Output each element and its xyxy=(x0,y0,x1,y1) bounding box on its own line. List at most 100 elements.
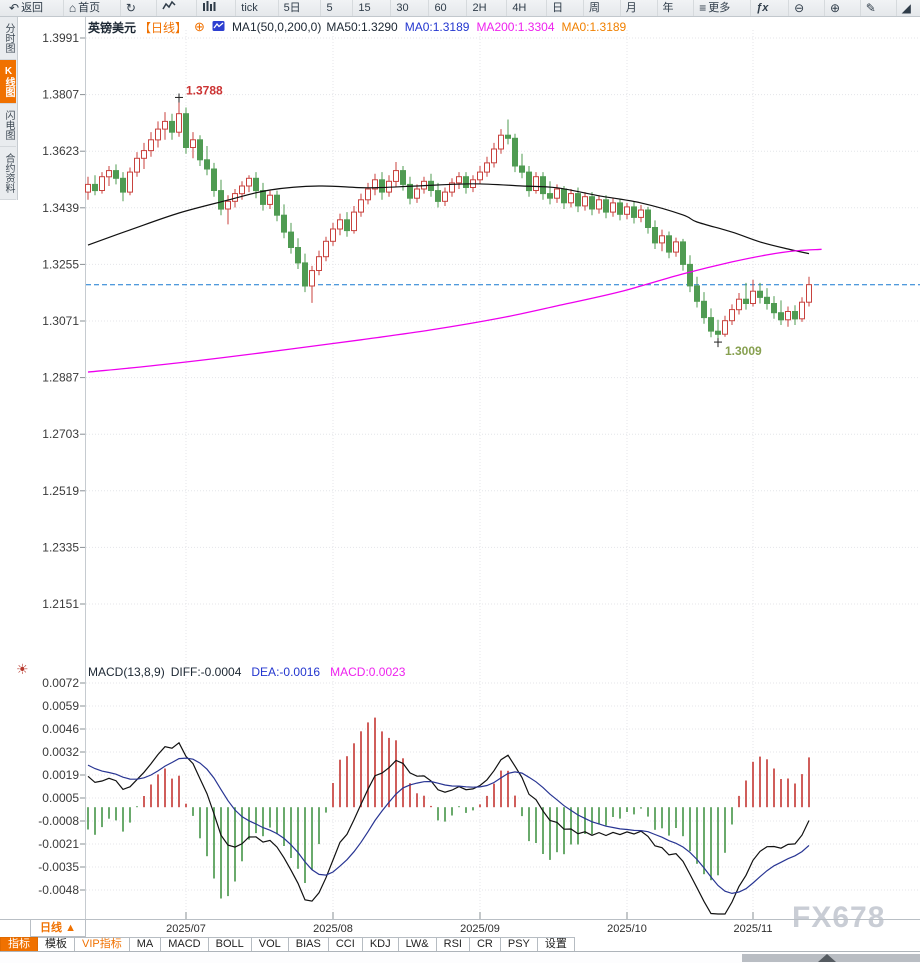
scroll-up-arrow-icon[interactable] xyxy=(818,954,836,962)
home-button-icon: ⌂ xyxy=(68,1,77,15)
price-axis-label: 1.2703 xyxy=(42,427,79,441)
timeframe-4h-button[interactable]: 4H xyxy=(506,0,531,16)
candle-body xyxy=(722,320,728,335)
candle-body xyxy=(442,191,448,202)
candle-body xyxy=(463,176,469,188)
candle-body xyxy=(344,219,350,232)
zoom-in-button[interactable]: ⊕ xyxy=(823,0,845,16)
tab-bias[interactable]: BIAS xyxy=(288,937,329,952)
candle-body xyxy=(624,206,630,215)
period-label: 【日线】 xyxy=(139,20,188,35)
candle-body xyxy=(162,120,168,130)
candle-body xyxy=(435,190,441,202)
candle-body xyxy=(211,168,217,191)
candle-body xyxy=(85,183,91,193)
timeframe-30m-button[interactable]: 30 xyxy=(390,0,413,16)
line-chart-mode-button[interactable] xyxy=(155,0,181,16)
tab-vol[interactable]: VOL xyxy=(251,937,289,952)
timeframe-month-button-label: 月 xyxy=(625,2,637,14)
candle-body xyxy=(120,177,126,193)
macd-axis-label: -0.0008 xyxy=(38,814,79,828)
timeframe-60m-button[interactable]: 60 xyxy=(428,0,451,16)
sidebar-item-lightning[interactable]: 闪电图 xyxy=(0,104,16,147)
candle-body xyxy=(750,290,756,305)
sidebar-item-contract[interactable]: 合约资料 xyxy=(0,147,16,200)
candle-body xyxy=(400,170,406,185)
tab-kdj[interactable]: KDJ xyxy=(362,937,399,952)
candle-body xyxy=(239,185,245,195)
candle-body xyxy=(127,171,133,193)
x-axis-month-label: 2025/09 xyxy=(460,923,500,935)
timeframe-30m-button-label: 30 xyxy=(396,2,409,14)
tick-button[interactable]: tick xyxy=(235,0,263,16)
sidebar-item-kline[interactable]: K线图 xyxy=(0,60,16,104)
candle-body xyxy=(253,177,259,192)
indicator-settings-icon[interactable]: ☀ xyxy=(16,661,29,677)
tab-ma[interactable]: MA xyxy=(129,937,162,952)
timeframe-5m-button[interactable]: 5 xyxy=(320,0,337,16)
price-axis-label: 1.2887 xyxy=(42,371,79,385)
timeframe-15m-button[interactable]: 15 xyxy=(352,0,375,16)
candle-body xyxy=(183,113,189,148)
refresh-button-icon: ↻ xyxy=(125,1,136,15)
timeframe-2h-button[interactable]: 2H xyxy=(466,0,491,16)
more-button[interactable]: ≡ 更多 xyxy=(693,0,735,16)
tab-cci[interactable]: CCI xyxy=(328,937,363,952)
timeframe-month-button[interactable]: 月 xyxy=(619,0,642,16)
timeframe-day-button[interactable]: 日 xyxy=(546,0,568,16)
back-button[interactable]: ↶ 返回 xyxy=(4,0,48,16)
zoom-out-button[interactable]: ⊖ xyxy=(788,0,809,16)
candle-body xyxy=(449,182,455,193)
timeframe-year-button[interactable]: 年 xyxy=(656,0,679,16)
tab-boll[interactable]: BOLL xyxy=(208,937,252,952)
candle-body xyxy=(771,303,777,314)
back-button-icon: ↶ xyxy=(9,1,20,15)
tab-macd[interactable]: MACD xyxy=(161,937,209,952)
refresh-button[interactable]: ↻ xyxy=(119,0,141,16)
indicator-icon[interactable] xyxy=(212,20,225,35)
macd-title: MACD(13,8,9) xyxy=(88,665,165,679)
candle-body xyxy=(533,176,539,191)
tab-psy[interactable]: PSY xyxy=(500,937,538,952)
tab-lw[interactable]: LW& xyxy=(398,937,437,952)
sidebar-item-timeshare[interactable]: 分时图 xyxy=(0,17,16,60)
tab-settings[interactable]: 设置 xyxy=(537,937,575,952)
tab-rsi[interactable]: RSI xyxy=(436,937,470,952)
timeframe-week-button[interactable]: 周 xyxy=(582,0,605,16)
fx-button[interactable]: ƒx xyxy=(750,0,773,16)
tab-indicator[interactable]: 指标 xyxy=(0,937,38,952)
timeframe-5d-button[interactable]: 5日 xyxy=(277,0,306,16)
expand-icon[interactable]: ⊕ xyxy=(194,19,205,34)
shape-button[interactable]: ◢ xyxy=(895,0,916,16)
draw-button[interactable]: ✎ xyxy=(859,0,881,16)
horizontal-scrollbar[interactable] xyxy=(0,951,920,963)
candle-body xyxy=(92,183,98,192)
candle-body xyxy=(568,193,574,204)
zoom-in-button-icon: ⊕ xyxy=(829,1,841,15)
tab-vip-indicator[interactable]: VIP指标 xyxy=(75,937,130,952)
ma50-line xyxy=(87,183,810,255)
macd-diff-line xyxy=(87,741,810,915)
candle-body xyxy=(407,183,413,199)
candle-body xyxy=(638,209,644,218)
volume-mode-button[interactable] xyxy=(195,0,221,16)
period-selector[interactable]: 日线 ▲ xyxy=(30,919,86,937)
ma-settings-label: MA1(50,0,200,0) xyxy=(231,20,322,34)
tab-template[interactable]: 模板 xyxy=(38,937,75,952)
home-button[interactable]: ⌂ 首页 xyxy=(62,0,105,16)
tab-cr[interactable]: CR xyxy=(469,937,501,952)
candle-body xyxy=(197,139,203,161)
x-axis-month-label: 2025/08 xyxy=(313,923,353,935)
timeframe-60m-button-label: 60 xyxy=(434,2,447,14)
chart-canvas[interactable]: 1.3991 1.3807 1.3623 1.3439 1.3255 1.3071 1.28… xyxy=(0,0,920,920)
candle-body xyxy=(281,214,287,233)
candle-body xyxy=(274,194,280,216)
macd-axis-label: -0.0035 xyxy=(38,860,79,874)
candle-body xyxy=(526,171,532,192)
macd-macd-value: MACD:0.0023 xyxy=(330,665,406,679)
x-axis-month-label: 2025/10 xyxy=(607,923,647,935)
indicator-tab-bar: 指标 模板 VIP指标 MA MACD BOLL VOL BIAS CCI KDJ LW& RSI CR… xyxy=(0,937,575,952)
candle-body xyxy=(589,196,595,210)
candle-body xyxy=(645,209,651,228)
